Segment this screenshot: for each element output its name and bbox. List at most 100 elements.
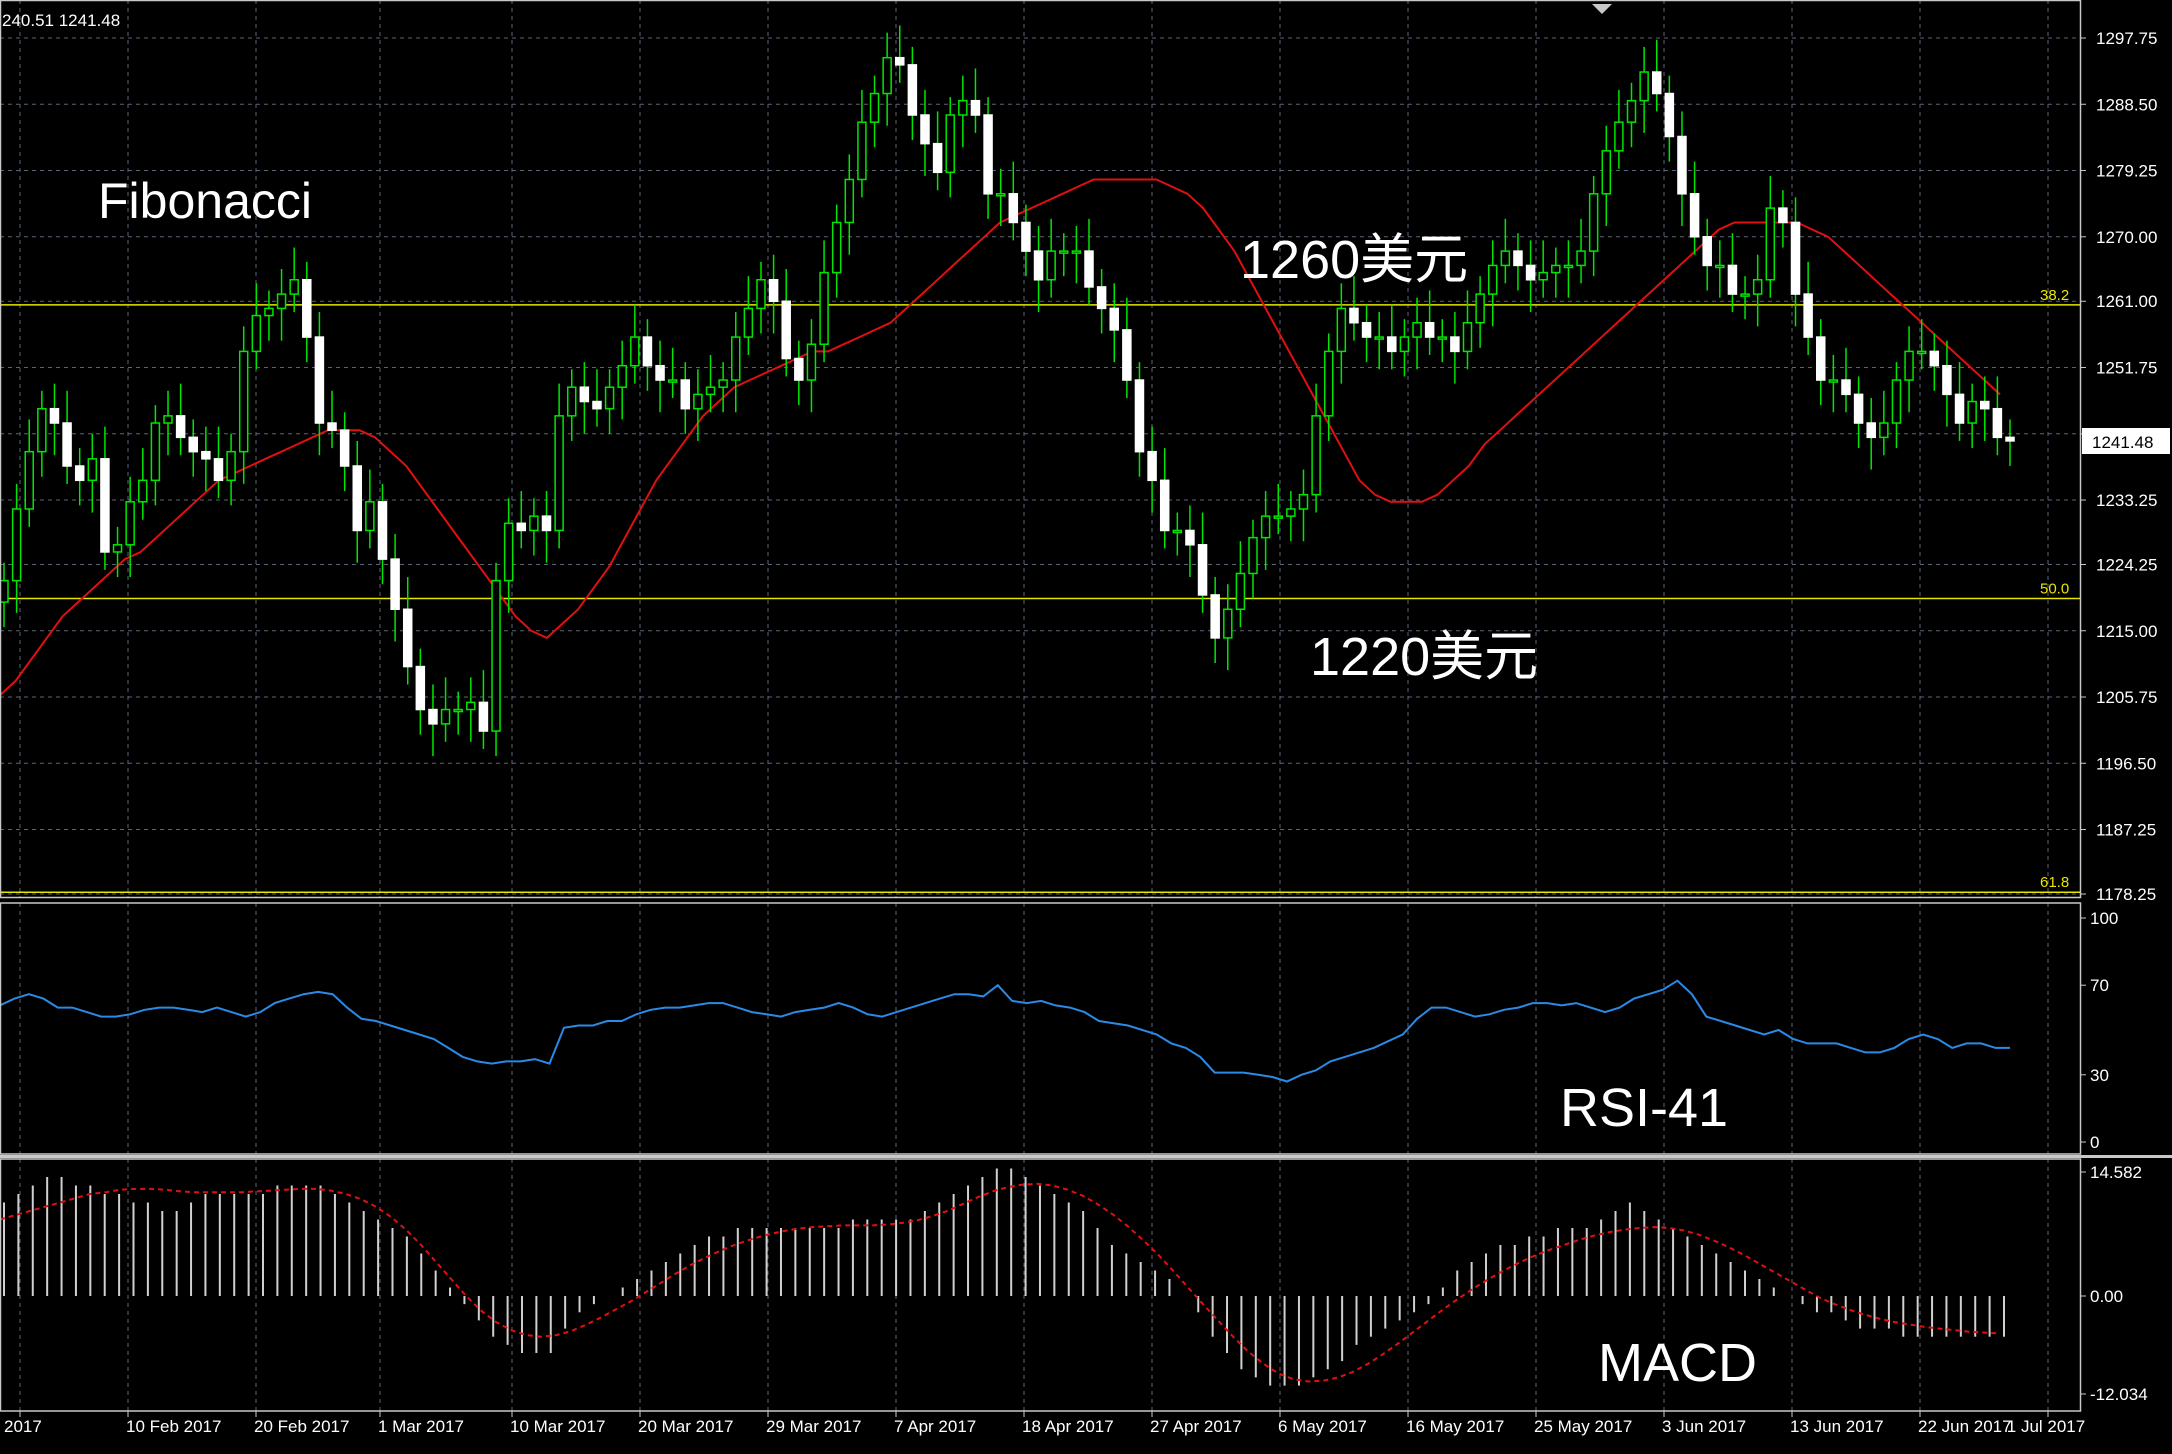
candle-body (1475, 293, 1485, 324)
price-tick-label: 1261.00 (2096, 292, 2157, 311)
macd-signal-line (0, 1182, 2001, 1383)
candle-body (756, 279, 766, 310)
candle-body (1576, 250, 1586, 267)
candle-body (1904, 350, 1914, 381)
candle-body (844, 178, 855, 224)
candle-body (693, 393, 703, 410)
candle-body (1450, 336, 1460, 353)
candle-body (983, 114, 993, 195)
candle-body (1235, 572, 1246, 611)
price-tick-label: 1233.25 (2096, 491, 2157, 510)
candle-body (1462, 321, 1473, 353)
candle-body (932, 142, 943, 174)
level-1220-label: 1220美元 (1310, 627, 1538, 687)
candle-body (857, 121, 867, 181)
macd-tick-label: 14.582 (2090, 1163, 2142, 1182)
candle-body (1349, 307, 1359, 324)
candle-body (125, 501, 135, 546)
candle-body (1715, 264, 1725, 269)
price-tick-label: 1215.00 (2096, 622, 2157, 641)
candle-body (1677, 135, 1687, 195)
candle-body (617, 364, 627, 388)
candle-body (1361, 321, 1372, 338)
x-tick-label: 18 Apr 2017 (1022, 1417, 1114, 1436)
candle-body (352, 465, 363, 532)
candle-body (1387, 336, 1397, 353)
rsi-pane-border (0, 902, 2082, 1155)
current-price-value: 1241.48 (2092, 433, 2153, 452)
x-tick-label: 20 Mar 2017 (638, 1417, 733, 1436)
rsi-line (0, 979, 2010, 1083)
candle-body (1059, 250, 1069, 254)
candle-body (1828, 379, 1839, 383)
x-tick-label: 29 Mar 2017 (766, 1417, 861, 1436)
candle-body (201, 450, 211, 460)
candle-body (1071, 250, 1082, 254)
macd-pane (0, 1168, 2005, 1386)
level-1260-label: 1260美元 (1240, 230, 1468, 290)
candle-body (1702, 236, 1712, 267)
x-tick-label: 1 Mar 2017 (378, 1417, 464, 1436)
candle-body (642, 336, 653, 367)
candle-body (1286, 508, 1296, 517)
price-tick-label: 1251.75 (2096, 359, 2157, 378)
candle-body (1084, 250, 1094, 288)
candle-body (743, 307, 754, 338)
candle-body (730, 336, 741, 381)
candle-body (100, 458, 110, 553)
price-tick-label: 1196.50 (2096, 754, 2156, 773)
candle-body (869, 92, 880, 123)
price-tick-label: 1205.75 (2096, 688, 2157, 707)
candle-body (226, 450, 236, 482)
candle-body (1916, 350, 1927, 355)
macd-pane-border (0, 1158, 2082, 1412)
candle-body (516, 522, 527, 532)
candle-body (1689, 193, 1700, 238)
candle-body (1790, 221, 1801, 295)
axes: 1297.75 1288.50 1279.25 1270.00 1261.00 1251.… (4, 29, 2157, 1436)
price-tick-label: 1270.00 (2096, 228, 2157, 247)
price-tick-label: 1224.25 (2096, 555, 2157, 574)
candle-body (882, 56, 892, 95)
candle-body (579, 386, 590, 403)
candle-body (138, 479, 148, 503)
candle-body (440, 708, 451, 725)
candle-body (478, 701, 489, 732)
candle-body (794, 357, 804, 381)
candle-body (831, 221, 842, 274)
candle-body (945, 114, 955, 174)
candle-body (655, 364, 665, 381)
candle-body (1891, 379, 1902, 424)
candle-body (630, 336, 640, 367)
candle-body (970, 99, 981, 116)
candle-body (541, 515, 552, 532)
x-tick-label: 27 Apr 2017 (1150, 1417, 1242, 1436)
x-tick-label: 10 Feb 2017 (126, 1417, 221, 1436)
candle-body (554, 415, 564, 532)
candle-body (1412, 321, 1422, 338)
candle-body (1033, 250, 1044, 281)
candle-body (1399, 336, 1410, 353)
candle-body (895, 56, 905, 66)
scroll-marker-icon[interactable] (1592, 4, 1612, 14)
candle-body (1601, 150, 1612, 195)
candle-body (37, 407, 47, 453)
candle-body (995, 193, 1006, 197)
candle-body (1651, 71, 1662, 95)
rsi-tick-label: 70 (2090, 976, 2109, 995)
candle-body (1954, 393, 1965, 424)
candle-body (74, 465, 85, 482)
candle-body (1816, 336, 1826, 381)
candle-body (1021, 221, 1031, 252)
candle-body (1248, 536, 1258, 575)
candle-body (1109, 307, 1119, 331)
fibonacci-levels: 38.2 50.0 61.8 (0, 287, 2080, 893)
candle-body (314, 336, 325, 424)
candle-body (415, 665, 426, 711)
price-tick-label: 1279.25 (2096, 162, 2157, 181)
candle-body (1513, 250, 1523, 267)
candle-body (1298, 493, 1309, 510)
candle-body (62, 422, 72, 467)
candle-body (1046, 250, 1056, 281)
